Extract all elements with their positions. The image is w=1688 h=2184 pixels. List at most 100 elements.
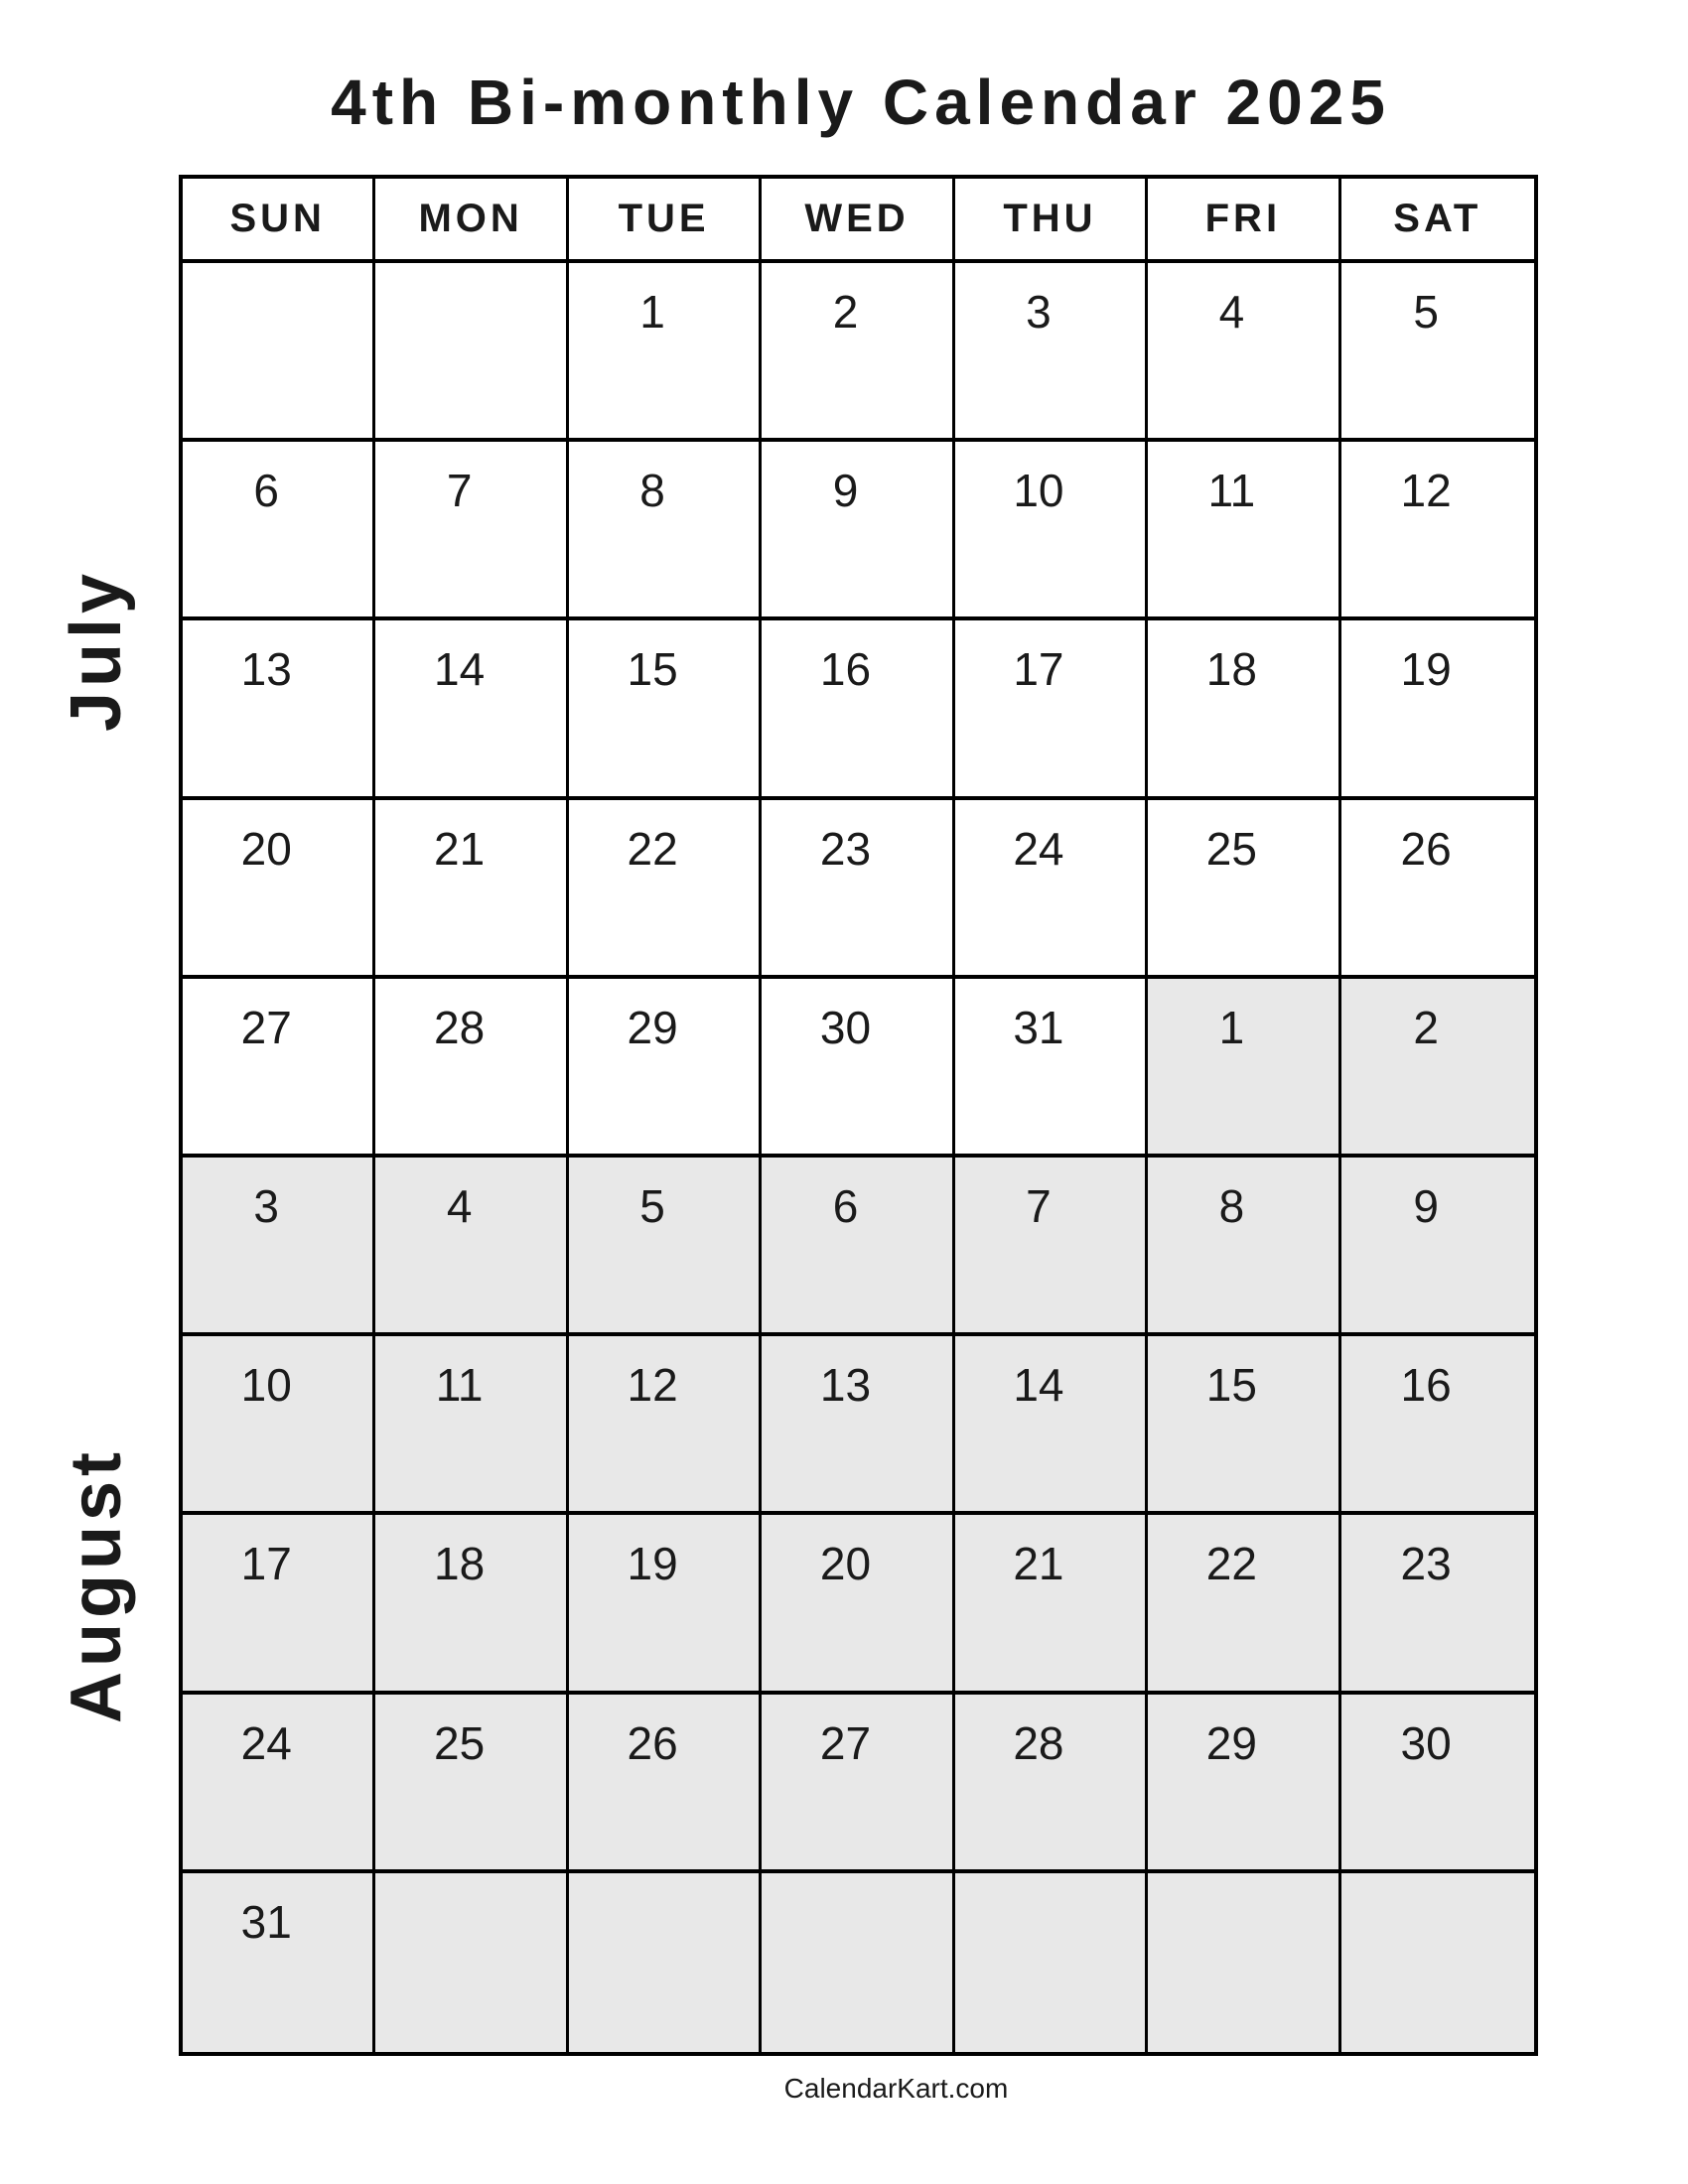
day-number: 16	[1400, 1359, 1452, 1412]
day-number: 30	[1400, 1716, 1452, 1769]
day-cell: 24	[954, 799, 1149, 979]
day-number: 31	[240, 1895, 292, 1948]
day-cell	[183, 263, 376, 443]
day-cell: 31	[954, 978, 1149, 1158]
day-number: 30	[819, 1001, 872, 1053]
day-number: 12	[627, 1359, 678, 1412]
weekday-header-tue: TUE	[568, 179, 763, 263]
day-number: 4	[1218, 286, 1245, 338]
day-cell: 27	[762, 1694, 955, 1873]
day-cell: 20	[762, 1515, 955, 1695]
day-number: 7	[1026, 1179, 1052, 1232]
day-number: 4	[446, 1179, 473, 1232]
day-number: 29	[627, 1001, 678, 1053]
day-number: 11	[435, 1359, 484, 1412]
day-cell: 4	[375, 1157, 569, 1337]
day-cell: 11	[1148, 442, 1341, 621]
day-cell: 12	[1340, 442, 1534, 621]
day-cell: 2	[1340, 978, 1534, 1158]
day-cell: 8	[568, 442, 763, 621]
day-number: 29	[1205, 1716, 1257, 1769]
day-cell: 7	[375, 442, 569, 621]
day-cell: 8	[1148, 1157, 1341, 1337]
calendar-grid: SUN MON TUE WED THU FRI SAT 1 2 3 4 5 6 7 8 9 10 1…	[179, 175, 1538, 2056]
day-cell: 24	[183, 1694, 376, 1873]
day-cell: 6	[183, 442, 376, 621]
day-number: 10	[240, 1359, 292, 1412]
day-number: 5	[1413, 286, 1439, 338]
day-number: 18	[434, 1538, 486, 1590]
day-cell: 13	[183, 620, 376, 800]
day-number: 14	[1013, 1359, 1064, 1412]
day-cell	[1148, 1872, 1341, 2052]
day-cell: 23	[1340, 1515, 1534, 1695]
day-number: 21	[434, 822, 486, 875]
day-cell: 2	[762, 263, 955, 443]
day-number: 27	[240, 1001, 292, 1053]
day-number: 17	[240, 1538, 292, 1590]
day-number: 15	[627, 643, 678, 696]
day-number: 9	[832, 465, 859, 517]
day-number: 7	[446, 465, 473, 517]
day-number: 8	[1218, 1179, 1245, 1232]
day-cell: 6	[762, 1157, 955, 1337]
day-number: 20	[240, 822, 292, 875]
day-cell: 13	[762, 1336, 955, 1516]
day-number: 3	[253, 1179, 280, 1232]
weekday-header-fri: FRI	[1148, 179, 1341, 263]
weekday-header-mon: MON	[375, 179, 569, 263]
day-number: 15	[1205, 1359, 1257, 1412]
day-cell: 19	[1340, 620, 1534, 800]
day-number: 1	[1218, 1001, 1245, 1053]
month-label-august: August	[57, 1447, 136, 1723]
day-cell: 28	[954, 1694, 1149, 1873]
day-number: 24	[1013, 822, 1064, 875]
day-number: 13	[819, 1359, 872, 1412]
day-cell: 16	[762, 620, 955, 800]
day-number: 21	[1013, 1538, 1064, 1590]
day-cell: 7	[954, 1157, 1149, 1337]
day-cell	[762, 1872, 955, 2052]
page-title: 4th Bi-monthly Calendar 2025	[331, 67, 1391, 138]
day-cell: 3	[183, 1157, 376, 1337]
day-cell: 18	[1148, 620, 1341, 800]
day-number: 16	[819, 643, 872, 696]
day-number: 2	[832, 286, 859, 338]
day-number: 1	[639, 286, 665, 338]
day-cell: 14	[954, 1336, 1149, 1516]
day-number: 14	[434, 643, 486, 696]
day-cell	[568, 1872, 763, 2052]
day-cell: 9	[1340, 1157, 1534, 1337]
day-cell: 5	[1340, 263, 1534, 443]
day-number: 9	[1413, 1179, 1439, 1232]
day-cell: 10	[954, 442, 1149, 621]
day-number: 19	[627, 1538, 678, 1590]
day-cell: 15	[568, 620, 763, 800]
day-number: 22	[1205, 1538, 1257, 1590]
day-cell: 29	[1148, 1694, 1341, 1873]
day-number: 5	[639, 1179, 665, 1232]
day-number: 18	[1205, 643, 1257, 696]
day-cell: 23	[762, 799, 955, 979]
day-cell: 17	[954, 620, 1149, 800]
day-number: 25	[434, 1716, 486, 1769]
day-cell: 1	[1148, 978, 1341, 1158]
day-cell	[1340, 1872, 1534, 2052]
day-cell: 25	[375, 1694, 569, 1873]
day-cell: 21	[375, 799, 569, 979]
day-number: 12	[1400, 465, 1452, 517]
day-number: 8	[639, 465, 665, 517]
day-cell: 12	[568, 1336, 763, 1516]
day-number: 13	[240, 643, 292, 696]
day-cell: 26	[1340, 799, 1534, 979]
day-cell: 9	[762, 442, 955, 621]
weekday-header-sun: SUN	[183, 179, 376, 263]
day-cell: 4	[1148, 263, 1341, 443]
day-cell: 25	[1148, 799, 1341, 979]
day-cell: 3	[954, 263, 1149, 443]
day-cell: 27	[183, 978, 376, 1158]
day-cell: 5	[568, 1157, 763, 1337]
day-number: 11	[1207, 465, 1256, 517]
day-cell: 31	[183, 1872, 376, 2052]
day-cell: 10	[183, 1336, 376, 1516]
